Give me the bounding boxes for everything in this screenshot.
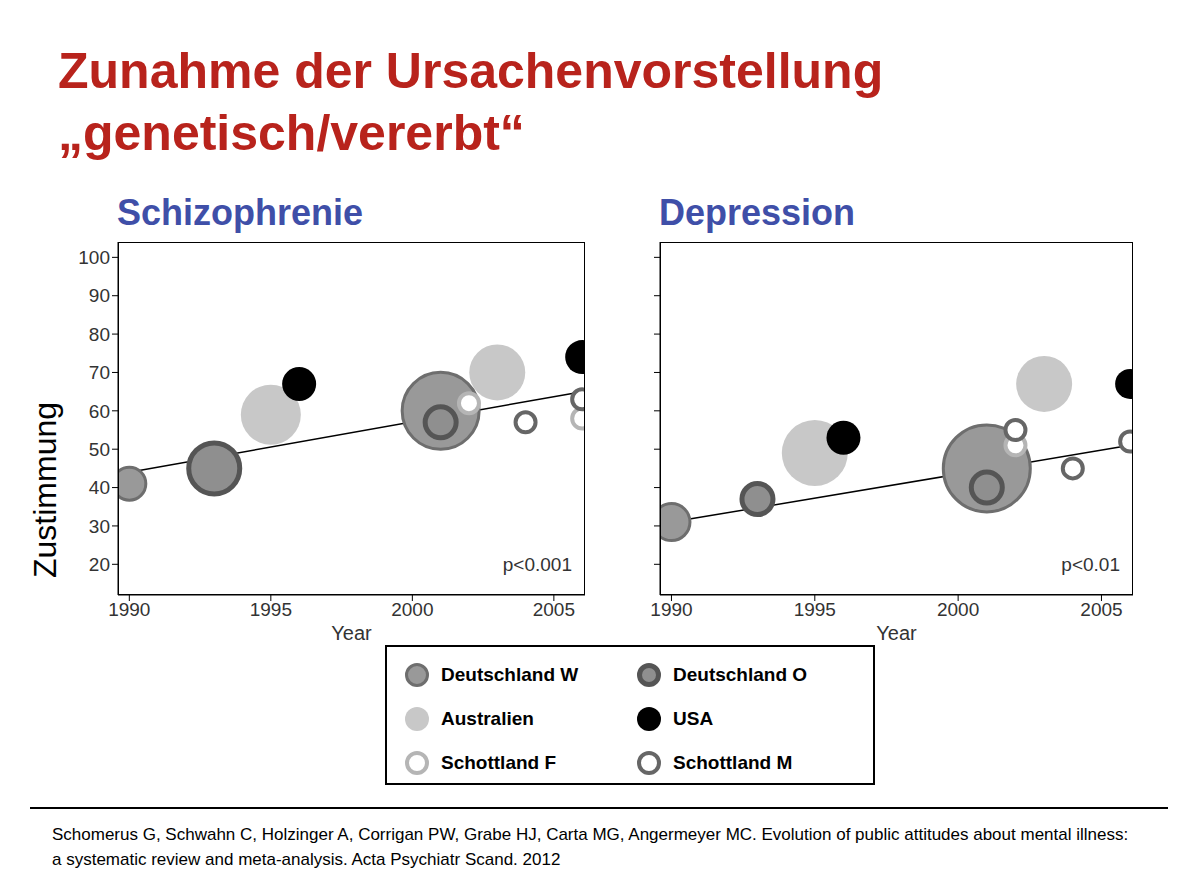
svg-text:1995: 1995 bbox=[794, 599, 836, 620]
svg-text:2000: 2000 bbox=[391, 599, 433, 620]
html-text:Depression: Depression bbox=[659, 192, 856, 233]
svg-text:1990: 1990 bbox=[650, 599, 692, 620]
svg-text:50: 50 bbox=[89, 439, 110, 460]
svg-text:1990: 1990 bbox=[108, 599, 150, 620]
html-text:Deutschland W: Deutschland W bbox=[441, 664, 579, 685]
svg-text:100: 100 bbox=[78, 247, 110, 268]
svg-text:2000: 2000 bbox=[937, 599, 979, 620]
svg-text:Year: Year bbox=[876, 622, 917, 640]
svg-text:2005: 2005 bbox=[533, 599, 575, 620]
html-text:p<0.01: p<0.01 bbox=[1061, 554, 1120, 575]
html-text:Zustimmung: Zustimmung bbox=[26, 402, 63, 578]
html-text:Schizophrenie: Schizophrenie bbox=[117, 192, 363, 233]
html-text:USA: USA bbox=[673, 708, 714, 729]
svg-text:60: 60 bbox=[89, 401, 110, 422]
svg-text:90: 90 bbox=[89, 285, 110, 306]
html-text:Australien: Australien bbox=[441, 708, 534, 729]
html-text:p<0.001: p<0.001 bbox=[502, 554, 572, 575]
html-text:Schomerus G, Schwahn C, Holzin: Schomerus G, Schwahn C, Holzinger A, Cor… bbox=[52, 825, 1129, 869]
svg-text:40: 40 bbox=[89, 477, 110, 498]
html-text:Deutschland O: Deutschland O bbox=[673, 664, 808, 685]
svg-text:20: 20 bbox=[89, 554, 110, 575]
svg-text:1995: 1995 bbox=[250, 599, 292, 620]
html-text:Schottland M: Schottland M bbox=[673, 752, 793, 773]
svg-text:70: 70 bbox=[89, 362, 110, 383]
html-text:Zunahme der Ursachenvorstellun: Zunahme der Ursachenvorstellung „genetis… bbox=[58, 43, 884, 161]
svg-text:30: 30 bbox=[89, 516, 110, 537]
html-text:Schottland F: Schottland F bbox=[441, 752, 557, 773]
svg-text:Year: Year bbox=[331, 622, 372, 640]
svg-text:2005: 2005 bbox=[1080, 599, 1122, 620]
svg-text:80: 80 bbox=[89, 324, 110, 345]
